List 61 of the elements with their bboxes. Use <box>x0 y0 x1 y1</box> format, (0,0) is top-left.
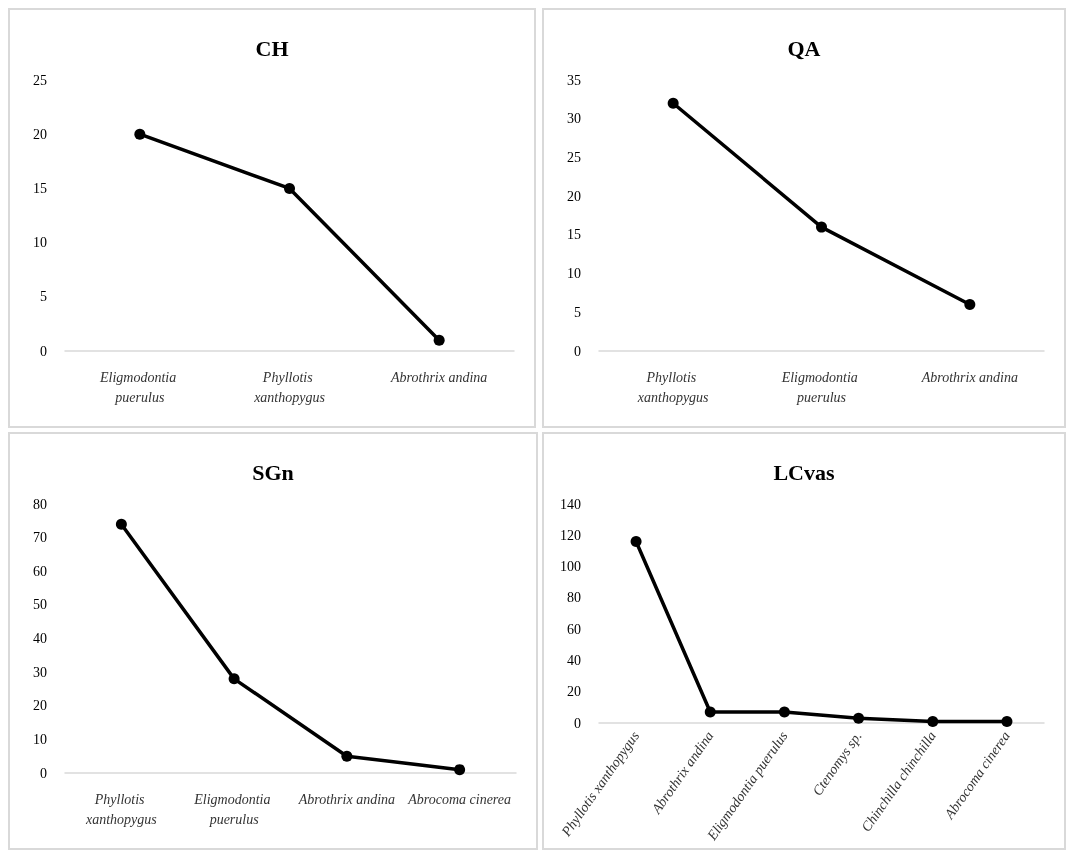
point <box>284 182 295 194</box>
y-tick-label: 70 <box>33 530 47 546</box>
x-tick-label: Phyllotis xanthopygus <box>253 369 326 405</box>
point <box>927 715 939 727</box>
y-tick-label: 140 <box>560 496 581 512</box>
point <box>630 536 642 548</box>
y-tick-label: 30 <box>567 111 581 127</box>
y-tick-label: 0 <box>574 343 581 359</box>
point <box>853 712 865 724</box>
y-tick-label: 5 <box>40 289 47 305</box>
x-tick-label: Abrocoma cinerea <box>407 791 512 807</box>
y-tick-label: 25 <box>33 72 47 88</box>
y-tick-label: 80 <box>567 590 581 606</box>
x-tick-label: Abrothrix andina <box>390 369 488 385</box>
point <box>134 128 146 140</box>
chart-title: LCvas <box>773 459 835 485</box>
y-tick-label: 40 <box>33 631 47 646</box>
y-tick-label: 120 <box>560 527 581 543</box>
y-tick-label: 10 <box>33 235 47 251</box>
x-tick-label: Eligmodontia puerulus <box>98 369 180 405</box>
x-tick-label: Abrothrix andina <box>297 791 396 807</box>
point <box>454 764 466 776</box>
x-tick-label: Phyllotis xanthopygus <box>636 369 710 405</box>
y-tick-label: 10 <box>567 266 581 282</box>
chart-title: SGn <box>252 459 294 485</box>
y-tick-label: 0 <box>40 765 47 781</box>
y-tick-label: 20 <box>33 698 47 714</box>
y-tick-label: 15 <box>33 180 47 196</box>
point <box>1001 715 1013 727</box>
y-tick-label: 60 <box>567 621 581 637</box>
point <box>341 750 353 762</box>
chart-title: CH <box>255 35 289 61</box>
y-tick-label: 0 <box>40 343 47 359</box>
point <box>778 706 790 718</box>
x-tick-label: Eligmodontia puerulus <box>780 369 862 405</box>
point <box>433 334 445 346</box>
x-tick-label: Eligmodontia puerulus <box>193 791 274 827</box>
y-tick-label: 10 <box>33 731 47 747</box>
y-tick-label: 100 <box>560 559 581 575</box>
y-tick-label: 5 <box>574 304 581 320</box>
point <box>667 97 679 109</box>
point <box>816 221 827 233</box>
y-tick-label: 30 <box>33 664 47 680</box>
y-tick-label: 40 <box>567 652 581 668</box>
x-tick-label: Phyllotis xanthopygus <box>84 791 158 827</box>
y-tick-label: 0 <box>574 715 581 731</box>
y-tick-label: 20 <box>567 684 581 700</box>
y-tick-label: 35 <box>567 72 581 88</box>
point <box>115 518 127 530</box>
y-tick-label: 20 <box>567 188 581 204</box>
y-tick-label: 15 <box>567 227 581 243</box>
point <box>228 673 240 685</box>
y-tick-label: 60 <box>33 563 47 579</box>
y-tick-label: 50 <box>33 597 47 613</box>
point <box>704 706 716 718</box>
y-tick-label: 20 <box>33 126 47 142</box>
y-tick-label: 25 <box>567 149 581 165</box>
y-tick-label: 80 <box>33 496 47 512</box>
x-tick-label: Abrothrix andina <box>920 369 1018 385</box>
point <box>964 299 976 311</box>
chart-title: QA <box>787 35 821 61</box>
